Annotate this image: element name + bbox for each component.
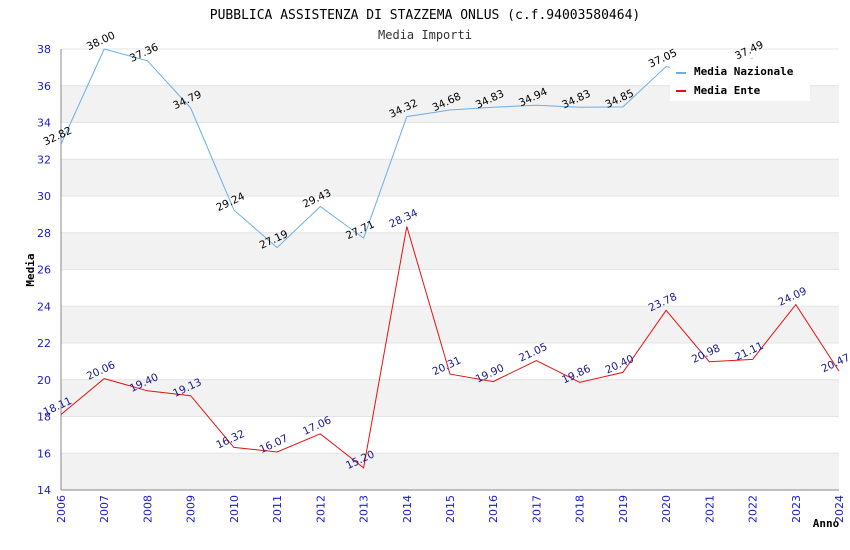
x-tick-label: 2006 — [55, 495, 68, 523]
y-tick-label: 14 — [37, 484, 51, 497]
data-label: 37.36 — [128, 41, 161, 65]
x-tick-label: 2014 — [401, 495, 414, 523]
gridlines — [61, 48, 839, 491]
y-tick-label: 22 — [37, 337, 51, 350]
x-tick-label: 2019 — [617, 495, 630, 523]
y-tick-label: 18 — [37, 411, 51, 424]
x-tick-label: 2015 — [444, 495, 457, 523]
x-tick-label: 2018 — [574, 495, 587, 523]
data-label: 24.09 — [776, 285, 808, 309]
chart-title: PUBBLICA ASSISTENZA DI STAZZEMA ONLUS (c… — [210, 8, 640, 23]
legend: Media Nazionale Media Ente — [670, 59, 810, 101]
y-tick-label: 32 — [37, 153, 51, 166]
grid-band — [61, 379, 839, 417]
data-label: 37.49 — [733, 39, 765, 63]
y-tick-label: 26 — [37, 264, 51, 277]
series-lines — [60, 48, 840, 469]
data-label: 20.47 — [820, 352, 850, 376]
grid-band — [61, 159, 839, 196]
x-tick-label: 2024 — [833, 495, 846, 523]
y-tick-label: 20 — [37, 374, 51, 387]
data-label: 20.31 — [431, 355, 463, 379]
y-tick-label: 38 — [37, 43, 51, 56]
x-tick-label: 2023 — [790, 495, 803, 523]
legend-box — [670, 59, 810, 101]
series-line-nazionale — [60, 48, 753, 249]
x-tick-label: 2017 — [530, 495, 543, 523]
data-label: 21.05 — [517, 341, 549, 365]
y-tick-labels: 14 16 18 20 22 24 26 28 30 32 34 36 38 — [37, 43, 51, 497]
x-tick-label: 2013 — [358, 495, 371, 523]
y-tick-label: 16 — [37, 447, 51, 460]
grid-band — [61, 232, 839, 270]
series-line-ente — [60, 226, 840, 469]
y-tick-label: 36 — [37, 80, 51, 93]
y-tick-label: 24 — [37, 300, 51, 313]
x-axis-label: Anno — [813, 517, 840, 530]
y-tick-label: 30 — [37, 190, 51, 203]
x-tick-label: 2022 — [747, 495, 760, 523]
axes — [60, 49, 839, 491]
data-label: 17.06 — [301, 414, 334, 438]
legend-label-ente: Media Ente — [694, 84, 761, 97]
x-tick-label: 2012 — [314, 495, 327, 523]
y-tick-label: 34 — [37, 117, 51, 130]
chart-subtitle: Media Importi — [378, 28, 472, 42]
y-axis-label: Media — [24, 253, 37, 286]
data-label: 20.06 — [85, 359, 118, 383]
x-tick-labels: 2006 2007 2008 2009 2010 2011 2012 2013 2014 2015… — [55, 495, 846, 523]
x-tick-label: 2007 — [98, 495, 111, 523]
x-tick-label: 2010 — [228, 495, 241, 523]
background-bands — [61, 85, 839, 490]
grid-band — [61, 453, 839, 490]
data-label: 38.00 — [85, 29, 117, 53]
grid-band — [61, 306, 839, 343]
x-tick-label: 2016 — [487, 495, 500, 523]
x-tick-label: 2020 — [660, 495, 673, 523]
x-tick-label: 2008 — [141, 495, 154, 523]
legend-label-nazionale: Media Nazionale — [694, 65, 794, 78]
data-label: 16.07 — [258, 432, 290, 456]
data-label: 20.98 — [690, 342, 722, 366]
x-tick-label: 2009 — [185, 495, 198, 523]
x-tick-label: 2021 — [703, 495, 716, 523]
x-tick-label: 2011 — [271, 495, 284, 523]
data-label: 28.34 — [387, 207, 420, 231]
y-tick-label: 28 — [37, 227, 51, 240]
